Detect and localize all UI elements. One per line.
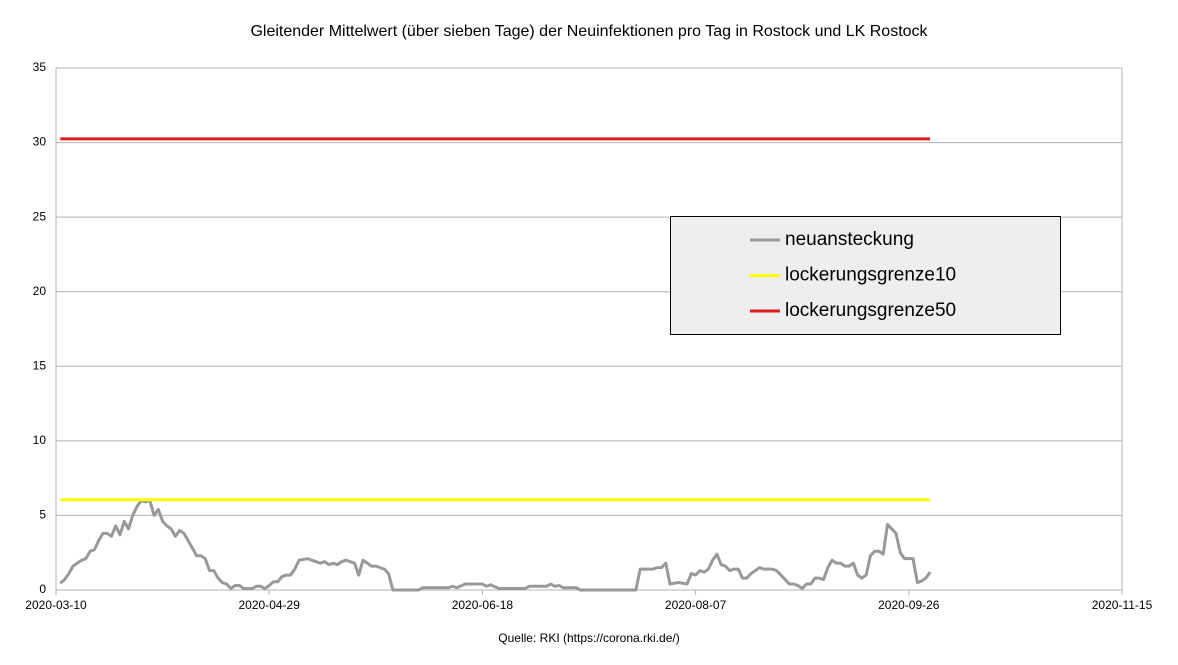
y-tick-label: 10: [33, 433, 47, 447]
chart-title: Gleitender Mittelwert (über sieben Tage)…: [250, 23, 928, 40]
x-tick-label: 2020-03-10: [25, 598, 87, 612]
y-tick-label: 5: [39, 508, 46, 522]
x-tick-label: 2020-09-26: [878, 598, 940, 612]
legend-label: lockerungsgrenze10: [785, 265, 956, 286]
x-tick-label: 2020-11-15: [1092, 598, 1153, 612]
legend-label: neuansteckung: [785, 229, 914, 250]
source-note: Quelle: RKI (https://corona.rki.de/): [498, 631, 679, 645]
y-tick-label: 15: [33, 358, 47, 372]
x-tick-label: 2020-06-18: [452, 598, 514, 612]
y-tick-label: 20: [33, 284, 47, 298]
x-tick-label: 2020-04-29: [239, 598, 301, 612]
x-tick-label: 2020-08-07: [665, 598, 727, 612]
y-tick-label: 25: [33, 209, 47, 223]
legend-label: lockerungsgrenze50: [785, 300, 956, 321]
y-tick-label: 35: [33, 60, 47, 74]
y-tick-label: 0: [39, 582, 46, 596]
y-tick-label: 30: [33, 135, 47, 149]
series-line: [59, 499, 932, 592]
legend-box: [670, 216, 1061, 335]
